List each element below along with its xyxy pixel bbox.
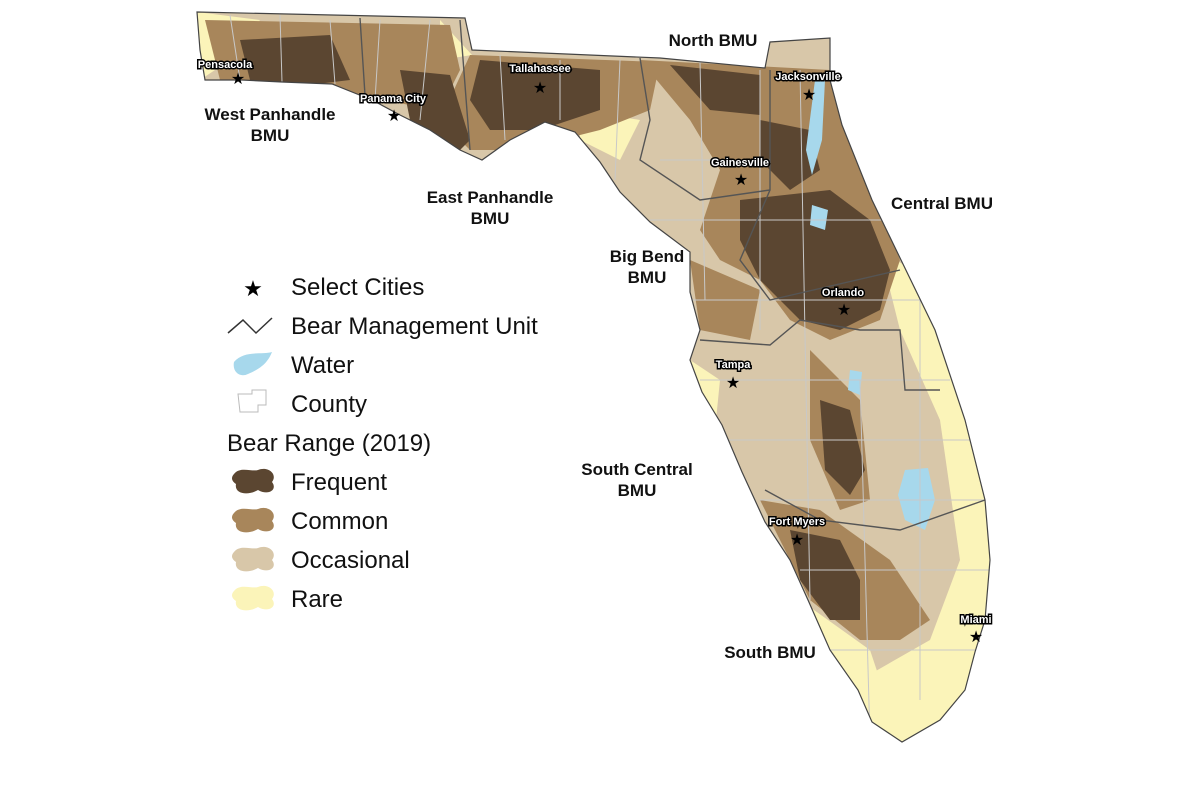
- city-star: ★: [734, 172, 748, 189]
- bmu-label: East Panhandle: [427, 188, 554, 207]
- legend-range-title: Bear Range (2019): [227, 430, 431, 457]
- legend-range-label: Rare: [291, 586, 343, 613]
- legend-range-swatch: [232, 507, 274, 533]
- legend-range-swatch: [232, 546, 274, 572]
- city-label: Pensacola: [198, 59, 253, 71]
- city-label: Fort Myers: [769, 516, 825, 528]
- city-markers: ★Pensacola★Panama City★Tallahassee★Jacks…: [196, 58, 993, 647]
- legend-water-icon: [233, 352, 272, 376]
- bmu-label: North BMU: [669, 31, 758, 50]
- legend-label: Bear Management Unit: [291, 313, 538, 340]
- legend-range-label: Occasional: [291, 547, 410, 574]
- city-label: Jacksonville: [775, 71, 840, 83]
- bmu-label: BMU: [628, 268, 667, 287]
- bmu-label: South BMU: [724, 643, 816, 662]
- legend-bmu-icon: [227, 317, 273, 335]
- legend-range-label: Common: [291, 508, 388, 535]
- legend-range-label: Frequent: [291, 469, 387, 496]
- city-label: Gainesville: [711, 157, 769, 169]
- city-label: Tallahassee: [509, 63, 571, 75]
- city-label: Miami: [960, 614, 991, 626]
- legend: ★ Select Cities Bear Management Unit Water…: [227, 274, 538, 613]
- bmu-labels: North BMU West Panhandle BMU East Panhandle…: [205, 31, 994, 662]
- legend-county-icon: [237, 389, 267, 413]
- legend-label: Water: [291, 352, 354, 379]
- legend-label: Select Cities: [291, 274, 424, 301]
- city-star: ★: [802, 87, 816, 104]
- city-star: ★: [533, 80, 547, 97]
- legend-range-swatch: [232, 585, 274, 611]
- bmu-label: Big Bend: [610, 247, 685, 266]
- city-star: ★: [969, 629, 983, 646]
- city-star: ★: [726, 375, 740, 392]
- bmu-label: BMU: [251, 126, 290, 145]
- bmu-label: West Panhandle: [205, 105, 336, 124]
- county-lines: [229, 14, 990, 741]
- legend-range-swatch: [232, 468, 274, 494]
- bmu-label: Central BMU: [891, 194, 993, 213]
- bmu-label: South Central: [581, 460, 692, 479]
- bmu-label: BMU: [471, 209, 510, 228]
- city-label: Orlando: [822, 287, 864, 299]
- bmu-lines: [359, 17, 986, 531]
- city-label: Tampa: [716, 359, 752, 371]
- city-star: ★: [837, 302, 851, 319]
- legend-star-icon: ★: [243, 276, 263, 301]
- city-star: ★: [790, 532, 804, 549]
- city-star: ★: [231, 71, 245, 88]
- city-label: Panama City: [360, 93, 427, 105]
- bmu-label: BMU: [618, 481, 657, 500]
- city-star: ★: [387, 108, 401, 125]
- legend-label: County: [291, 391, 367, 418]
